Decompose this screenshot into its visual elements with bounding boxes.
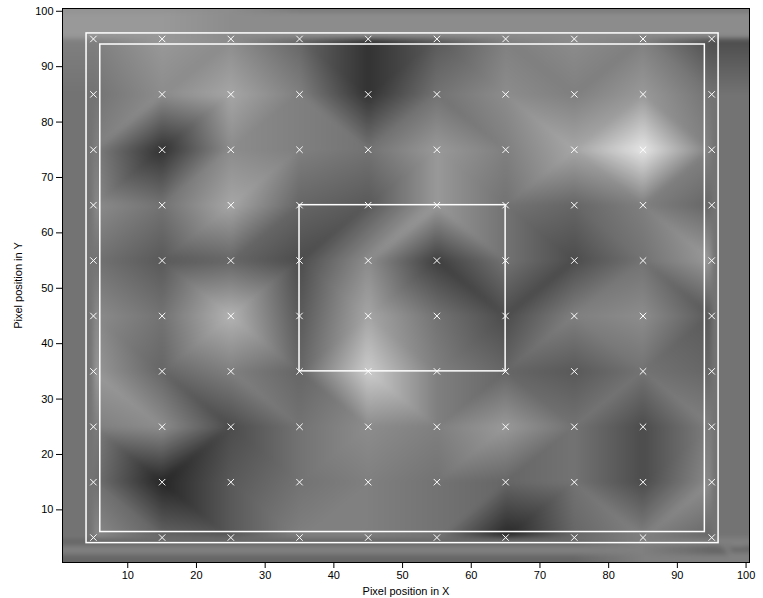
svg-text:70: 70 <box>534 569 546 581</box>
svg-text:10: 10 <box>122 569 134 581</box>
svg-text:20: 20 <box>190 569 202 581</box>
svg-text:Pixel position in X: Pixel position in X <box>363 585 450 597</box>
svg-text:100: 100 <box>35 5 53 17</box>
svg-text:40: 40 <box>41 337 53 349</box>
svg-text:60: 60 <box>41 226 53 238</box>
svg-text:50: 50 <box>41 282 53 294</box>
svg-text:50: 50 <box>396 569 408 581</box>
svg-text:80: 80 <box>603 569 615 581</box>
svg-text:30: 30 <box>259 569 271 581</box>
svg-text:80: 80 <box>41 116 53 128</box>
svg-text:Pixel position in Y: Pixel position in Y <box>12 242 24 329</box>
svg-text:60: 60 <box>465 569 477 581</box>
svg-text:70: 70 <box>41 171 53 183</box>
svg-text:30: 30 <box>41 393 53 405</box>
svg-text:90: 90 <box>41 60 53 72</box>
svg-text:20: 20 <box>41 448 53 460</box>
svg-text:90: 90 <box>671 569 683 581</box>
svg-text:10: 10 <box>41 503 53 515</box>
svg-text:40: 40 <box>328 569 340 581</box>
svg-text:100: 100 <box>737 569 755 581</box>
